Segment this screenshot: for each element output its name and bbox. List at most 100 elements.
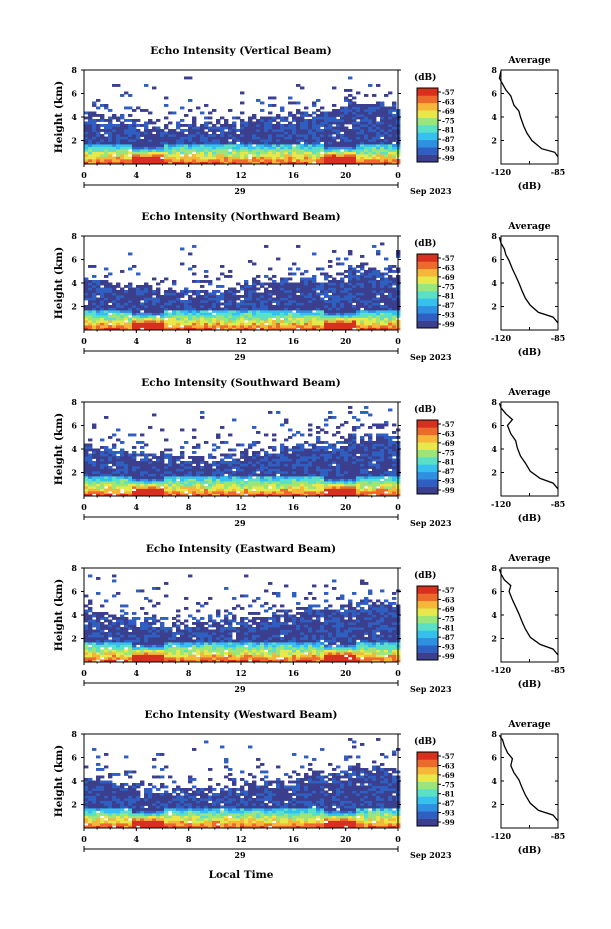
echo-cell <box>364 275 369 278</box>
echo-cell <box>324 154 329 157</box>
echo-cell <box>372 109 377 112</box>
echo-cell <box>356 446 361 449</box>
echo-cell <box>112 458 117 462</box>
echo-cell <box>216 134 221 137</box>
echo-cell <box>300 312 305 316</box>
echo-cell <box>164 471 169 474</box>
echo-cell <box>172 134 177 137</box>
echo-cell <box>156 476 161 479</box>
echo-cell <box>280 471 285 474</box>
echo-cell <box>140 305 145 308</box>
echo-cell <box>168 131 173 135</box>
echo-cell <box>380 106 385 110</box>
echo-cell <box>308 292 313 296</box>
echo-cell <box>328 124 333 127</box>
echo-cell <box>160 488 165 492</box>
y-axis-label: Height (km) <box>53 579 65 651</box>
echo-cell <box>316 295 321 298</box>
echo-cell <box>172 461 177 464</box>
echo-cell <box>292 478 297 482</box>
echo-cell <box>320 131 325 135</box>
echo-cell <box>320 161 325 165</box>
echo-cell <box>344 488 349 492</box>
echo-cell <box>216 312 221 316</box>
echo-cell <box>152 146 157 150</box>
echo-cell <box>216 121 221 125</box>
echo-cell <box>236 493 241 497</box>
echo-cell <box>340 129 345 132</box>
echo-cell <box>268 310 273 313</box>
echo-cell <box>340 139 345 142</box>
echo-cell <box>380 119 385 122</box>
echo-cell <box>332 287 337 291</box>
echo-cell <box>108 131 113 135</box>
echo-cell <box>272 136 277 140</box>
echo-cell <box>384 287 389 291</box>
echo-cell <box>292 151 297 155</box>
echo-cell <box>392 312 397 316</box>
echo-cell <box>252 466 257 469</box>
echo-cell <box>296 282 301 286</box>
echo-cell <box>288 96 293 100</box>
colorbar-tick-label: -87 <box>442 135 455 144</box>
echo-cell <box>164 468 169 472</box>
echo-cell <box>260 295 265 298</box>
echo-cell <box>312 443 317 447</box>
echo-cell <box>340 451 345 454</box>
echo-cell <box>272 129 277 132</box>
echo-cell <box>120 290 125 293</box>
echo-cell <box>240 307 245 311</box>
echo-cell <box>316 310 321 313</box>
colorbar-segment <box>417 283 438 292</box>
echo-cell <box>308 141 313 145</box>
echo-cell <box>220 134 225 137</box>
echo-cell <box>228 493 233 497</box>
echo-cell <box>148 119 153 122</box>
echo-cell <box>128 481 133 484</box>
echo-cell <box>256 159 261 162</box>
echo-cell <box>388 448 393 452</box>
echo-cell <box>136 461 141 464</box>
echo-cell <box>84 141 89 145</box>
echo-cell <box>320 111 325 115</box>
echo-cell <box>244 471 249 474</box>
echo-cell <box>132 305 137 308</box>
echo-cell <box>296 458 301 462</box>
echo-cell <box>132 433 137 437</box>
echo-cell <box>312 478 317 482</box>
echo-cell <box>260 144 265 147</box>
echo-cell <box>320 282 325 286</box>
echo-cell <box>332 320 337 323</box>
echo-cell <box>204 297 209 301</box>
echo-cell <box>332 305 337 308</box>
echo-cell <box>108 483 113 487</box>
echo-cell <box>324 272 329 276</box>
echo-cell <box>252 280 257 283</box>
echo-cell <box>120 159 125 162</box>
echo-cell <box>96 146 101 150</box>
echo-cell <box>276 476 281 479</box>
echo-cell <box>120 129 125 132</box>
echo-cell <box>356 483 361 487</box>
echo-cell <box>228 141 233 145</box>
echo-cell <box>260 109 265 112</box>
echo-cell <box>352 149 357 152</box>
average-x-tick-label: -85 <box>551 167 565 177</box>
echo-cell <box>100 114 105 117</box>
echo-cell <box>384 453 389 457</box>
echo-cell <box>112 131 117 135</box>
echo-cell <box>384 473 389 477</box>
echo-cell <box>300 305 305 308</box>
echo-cell <box>220 471 225 474</box>
average-y-tick-label: 2 <box>491 136 497 146</box>
echo-cell <box>260 491 265 494</box>
echo-cell <box>136 161 141 165</box>
echo-cell <box>104 282 109 286</box>
echo-cell <box>224 478 229 482</box>
echo-cell <box>336 481 341 484</box>
echo-cell <box>360 255 365 258</box>
echo-cell <box>84 493 89 497</box>
echo-cell <box>196 466 201 469</box>
echo-cell <box>92 483 97 487</box>
echo-cell <box>132 307 137 311</box>
